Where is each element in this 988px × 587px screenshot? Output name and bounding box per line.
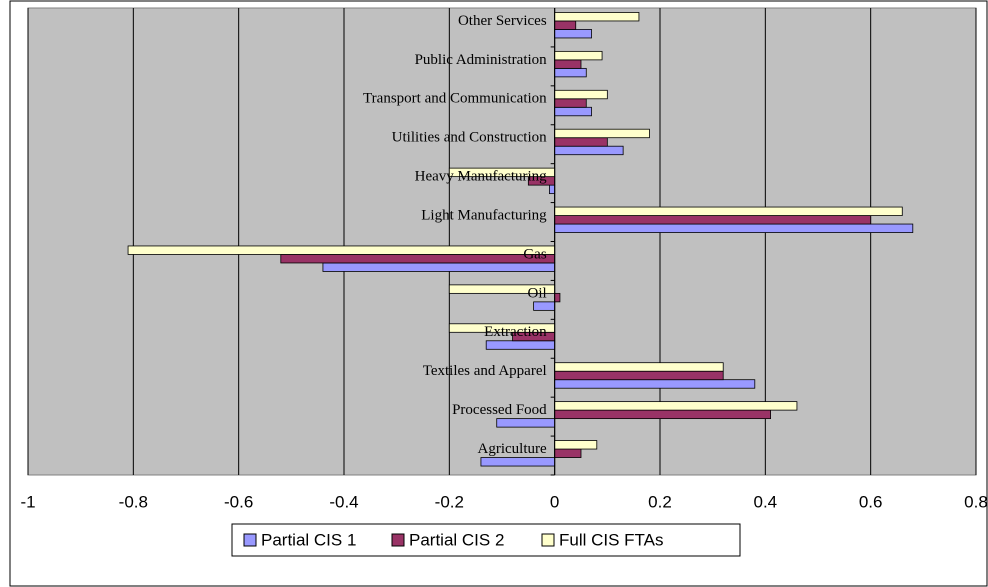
x-tick-label: -0.6 (224, 492, 253, 511)
x-tick-label: 0 (550, 492, 559, 511)
category-label: Oil (527, 285, 546, 301)
x-tick-label: 0.8 (964, 492, 988, 511)
bar (280, 254, 556, 264)
category-label: Utilities and Construction (392, 130, 547, 146)
bar (554, 401, 798, 411)
bar (485, 340, 556, 350)
bar (554, 145, 624, 156)
bar (554, 223, 914, 233)
legend-label: Full CIS FTAs (559, 530, 664, 549)
category-label: Public Administration (415, 52, 548, 68)
bar (554, 29, 592, 39)
legend-swatch (541, 533, 555, 547)
bar (554, 409, 772, 420)
bar (554, 137, 608, 147)
legend-box (231, 523, 741, 557)
bar (496, 418, 556, 428)
bar (554, 370, 724, 381)
bar (533, 301, 556, 311)
bar (554, 67, 587, 78)
bar (322, 262, 556, 272)
bar (554, 362, 724, 372)
bar (554, 448, 582, 458)
legend-label: Partial CIS 2 (409, 530, 504, 549)
x-tick-label: 0.6 (859, 492, 883, 511)
bar (554, 106, 592, 117)
bar (554, 20, 577, 30)
bar (554, 98, 587, 108)
category-label: Agriculture (478, 441, 547, 457)
x-tick-label: -0.4 (329, 492, 358, 511)
bar (554, 206, 903, 216)
category-label: Heavy Manufacturing (415, 169, 548, 185)
x-tick-label: -1 (20, 492, 35, 511)
bar (127, 245, 556, 255)
legend-swatch (243, 533, 257, 547)
bar (554, 12, 640, 22)
category-label: Processed Food (452, 402, 547, 418)
x-tick-label: 0.2 (648, 492, 672, 511)
legend-label: Partial CIS 1 (261, 530, 356, 549)
bar (554, 128, 650, 139)
bar (554, 379, 756, 389)
bar (549, 184, 556, 195)
bar (554, 292, 561, 303)
category-label: Other Services (458, 13, 547, 29)
category-label: Light Manufacturing (421, 207, 547, 223)
bar (554, 89, 608, 100)
bar (480, 457, 556, 467)
plot-area (27, 7, 977, 476)
bar (554, 440, 598, 450)
bar (554, 215, 872, 225)
legend-swatch (391, 533, 405, 547)
category-label: Textiles and Apparel (423, 363, 547, 379)
bar (554, 59, 582, 69)
category-label: Transport and Communication (363, 91, 547, 107)
x-tick-label: -0.8 (119, 492, 148, 511)
x-tick-label: 0.4 (754, 492, 778, 511)
x-tick-label: -0.2 (435, 492, 464, 511)
bar (554, 50, 603, 61)
category-label: Gas (523, 246, 546, 262)
category-label: Extraction (484, 324, 547, 340)
